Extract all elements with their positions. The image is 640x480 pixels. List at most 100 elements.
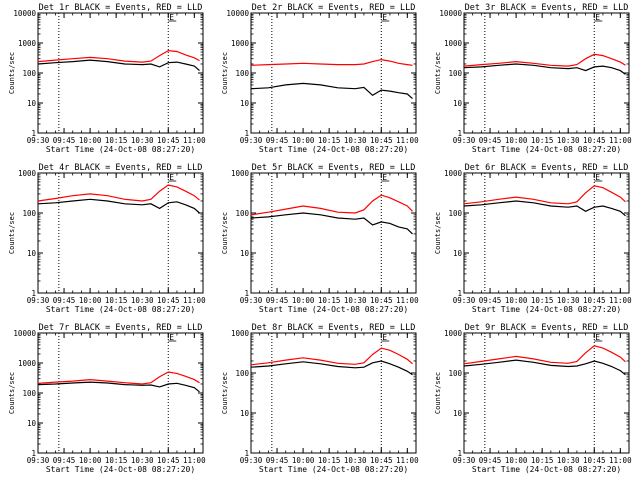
x-tick-label: 11:00	[183, 456, 206, 465]
y-tick-label: 100	[235, 369, 249, 378]
x-tick-label: 10:30	[557, 456, 580, 465]
y-tick-label: 1	[244, 129, 249, 138]
x-tick-label: 10:00	[79, 296, 102, 305]
x-tick-label: 09:45	[53, 456, 76, 465]
x-axis-label: Start Time (24-Oct-08 08:27:20)	[472, 305, 621, 314]
y-tick-label: 1000	[231, 39, 250, 48]
flag-letter: E	[169, 173, 174, 182]
series-line-events	[250, 212, 413, 235]
series-line-events	[37, 198, 200, 214]
y-tick-label: 1000	[231, 169, 250, 178]
x-tick-label: 10:30	[344, 136, 367, 145]
x-tick-label: 10:45	[157, 296, 180, 305]
panel-title: Det 7r BLACK = Events, RED = LLD	[39, 323, 203, 333]
y-tick-label: 100	[22, 69, 36, 78]
x-tick-label: 10:00	[79, 456, 102, 465]
axes-frame	[250, 332, 417, 454]
series-line-events	[463, 200, 626, 217]
x-tick-label: 09:45	[479, 456, 502, 465]
y-tick-label: 1	[457, 289, 462, 298]
x-axis-label: Start Time (24-Oct-08 08:27:20)	[472, 145, 621, 154]
y-axis-label: Counts/sec	[221, 52, 229, 94]
x-tick-label: 09:45	[266, 136, 289, 145]
y-tick-label: 1	[31, 289, 36, 298]
x-tick-label: 11:00	[609, 136, 632, 145]
x-axis-label: Start Time (24-Oct-08 08:27:20)	[472, 465, 621, 474]
x-tick-label: 11:00	[396, 136, 419, 145]
x-tick-label: 10:15	[318, 456, 341, 465]
panel-title: Det 6r BLACK = Events, RED = LLD	[465, 163, 629, 173]
x-tick-label: 09:45	[53, 136, 76, 145]
x-tick-label: 09:45	[266, 456, 289, 465]
axes-frame	[463, 12, 630, 134]
axes-frame	[37, 332, 204, 454]
x-tick-label: 09:45	[266, 296, 289, 305]
y-tick-label: 1000	[444, 39, 463, 48]
x-tick-label: 09:30	[240, 456, 263, 465]
x-tick-label: 11:00	[396, 456, 419, 465]
flag-letter: E	[382, 173, 387, 182]
plot-panel-5: Det 5r BLACK = Events, RED = LLD 1 10 100 10…	[221, 163, 419, 314]
x-tick-label: 09:30	[240, 296, 263, 305]
plot-panel-2: Det 2r BLACK = Events, RED = LLD 1 10 100 10…	[221, 3, 419, 154]
y-tick-label: 1000	[18, 359, 37, 368]
series-line-lld	[37, 49, 200, 63]
x-tick-label: 10:45	[583, 296, 606, 305]
plot-panel-8: Det 8r BLACK = Events, RED = LLD 1 10 100 10…	[221, 323, 419, 474]
x-tick-label: 09:30	[453, 456, 476, 465]
y-axis-label: Counts/sec	[8, 212, 16, 254]
y-tick-label: 100	[448, 369, 462, 378]
x-axis-label: Start Time (24-Oct-08 08:27:20)	[46, 305, 195, 314]
x-tick-label: 10:45	[370, 296, 393, 305]
x-tick-label: 09:30	[453, 136, 476, 145]
y-tick-label: 100	[448, 209, 462, 218]
x-tick-label: 10:30	[131, 296, 154, 305]
series-line-lld	[37, 184, 200, 202]
panel-title: Det 1r BLACK = Events, RED = LLD	[39, 3, 203, 13]
y-tick-label: 10000	[13, 9, 36, 18]
y-tick-label: 100	[22, 209, 36, 218]
axes-frame	[37, 12, 204, 134]
flag-letter: E	[595, 333, 600, 342]
axes-frame	[250, 172, 417, 294]
plot-panel-6: Det 6r BLACK = Events, RED = LLD 1 10 100 10…	[434, 163, 632, 314]
y-tick-label: 10000	[226, 9, 249, 18]
plot-panel-9: Det 9r BLACK = Events, RED = LLD 1 10 100 10…	[434, 323, 632, 474]
panel-title: Det 3r BLACK = Events, RED = LLD	[465, 3, 629, 13]
x-tick-label: 10:30	[131, 136, 154, 145]
y-tick-label: 10000	[439, 9, 462, 18]
flag-letter: E	[382, 333, 387, 342]
x-tick-label: 10:00	[79, 136, 102, 145]
flag-letter: E	[169, 13, 174, 22]
panel-title: Det 8r BLACK = Events, RED = LLD	[252, 323, 416, 333]
series-line-lld	[37, 371, 200, 385]
x-tick-label: 10:30	[131, 456, 154, 465]
y-tick-label: 1000	[231, 329, 250, 338]
x-tick-label: 10:45	[583, 136, 606, 145]
x-tick-label: 10:15	[531, 136, 554, 145]
y-tick-label: 1	[457, 129, 462, 138]
series-line-events	[250, 360, 413, 376]
x-tick-label: 09:45	[53, 296, 76, 305]
x-tick-label: 10:30	[557, 136, 580, 145]
x-tick-label: 10:15	[531, 456, 554, 465]
x-tick-label: 10:00	[505, 296, 528, 305]
flag-letter: E	[595, 13, 600, 22]
series-line-events	[250, 82, 413, 100]
flag-letter: E	[382, 13, 387, 22]
flag-letter: E	[169, 333, 174, 342]
x-axis-label: Start Time (24-Oct-08 08:27:20)	[259, 465, 408, 474]
axes-frame	[463, 172, 630, 294]
x-tick-label: 10:45	[370, 136, 393, 145]
flag-letter: E	[595, 173, 600, 182]
axes-frame	[37, 172, 204, 294]
y-tick-label: 10	[453, 409, 463, 418]
x-tick-label: 09:30	[27, 456, 50, 465]
y-tick-label: 100	[235, 209, 249, 218]
x-tick-label: 11:00	[396, 296, 419, 305]
y-tick-label: 100	[235, 69, 249, 78]
y-tick-label: 10	[453, 249, 463, 258]
y-tick-label: 10000	[13, 329, 36, 338]
y-tick-label: 1	[244, 449, 249, 458]
series-line-lld	[250, 58, 413, 66]
